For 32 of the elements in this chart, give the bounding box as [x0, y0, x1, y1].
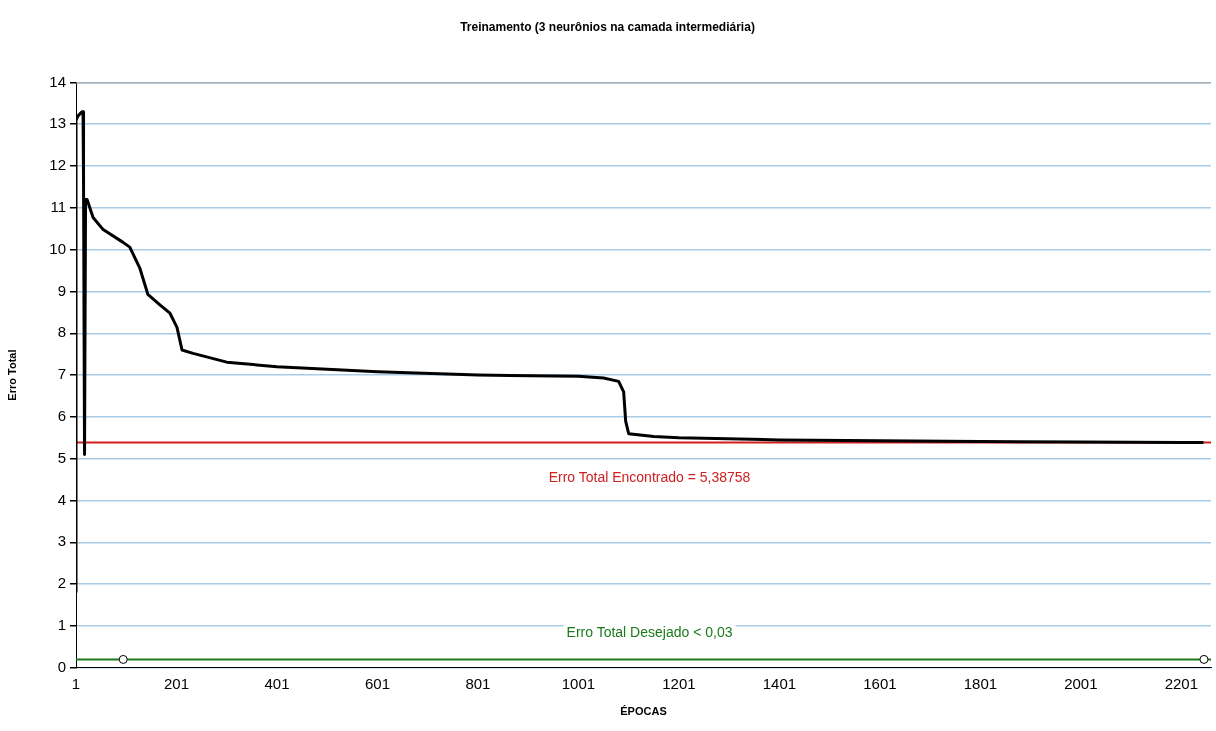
x-tick-label: 801 [465, 674, 491, 692]
y-tick-label: 8 [57, 323, 66, 341]
ref-line-label: Erro Total Encontrado = 5,38758 [548, 469, 751, 486]
y-axis-title: Erro Total [5, 349, 18, 401]
y-tick-label: 0 [57, 657, 66, 675]
y-tick-label: 11 [50, 197, 66, 215]
x-tick-label: 1801 [963, 674, 998, 692]
x-tick-label: 1 [71, 674, 81, 692]
y-tick-label: 10 [49, 239, 66, 257]
x-tick-label: 2201 [1164, 674, 1199, 692]
y-tick-label: 4 [57, 490, 66, 508]
x-tick-label: 401 [264, 674, 290, 692]
y-tick-label: 6 [57, 407, 66, 425]
chart-title: Treinamento (3 neurônios na camada intermediária) [460, 19, 755, 34]
y-tick-label: 7 [57, 365, 66, 383]
x-tick-label: 601 [364, 674, 390, 692]
y-tick-label: 1 [57, 616, 66, 634]
x-tick-label: 1001 [561, 674, 596, 692]
y-tick-label: 5 [57, 448, 66, 466]
x-tick-label: 2001 [1064, 674, 1098, 692]
x-tick-label: 1401 [762, 674, 797, 692]
ref-line-label: Erro Total Desejado < 0,03 [566, 624, 733, 641]
x-tick-label: 1201 [662, 674, 696, 692]
y-tick-label: 3 [57, 532, 66, 550]
y-tick-label: 2 [57, 574, 66, 592]
y-tick-label: 9 [57, 281, 66, 299]
y-tick-label: 12 [49, 156, 66, 174]
x-tick-label: 201 [163, 674, 189, 692]
x-tick-label: 1601 [863, 674, 897, 692]
y-tick-label: 14 [49, 72, 66, 90]
x-axis-title: ÉPOCAS [620, 705, 667, 718]
y-tick-label: 13 [49, 114, 66, 132]
